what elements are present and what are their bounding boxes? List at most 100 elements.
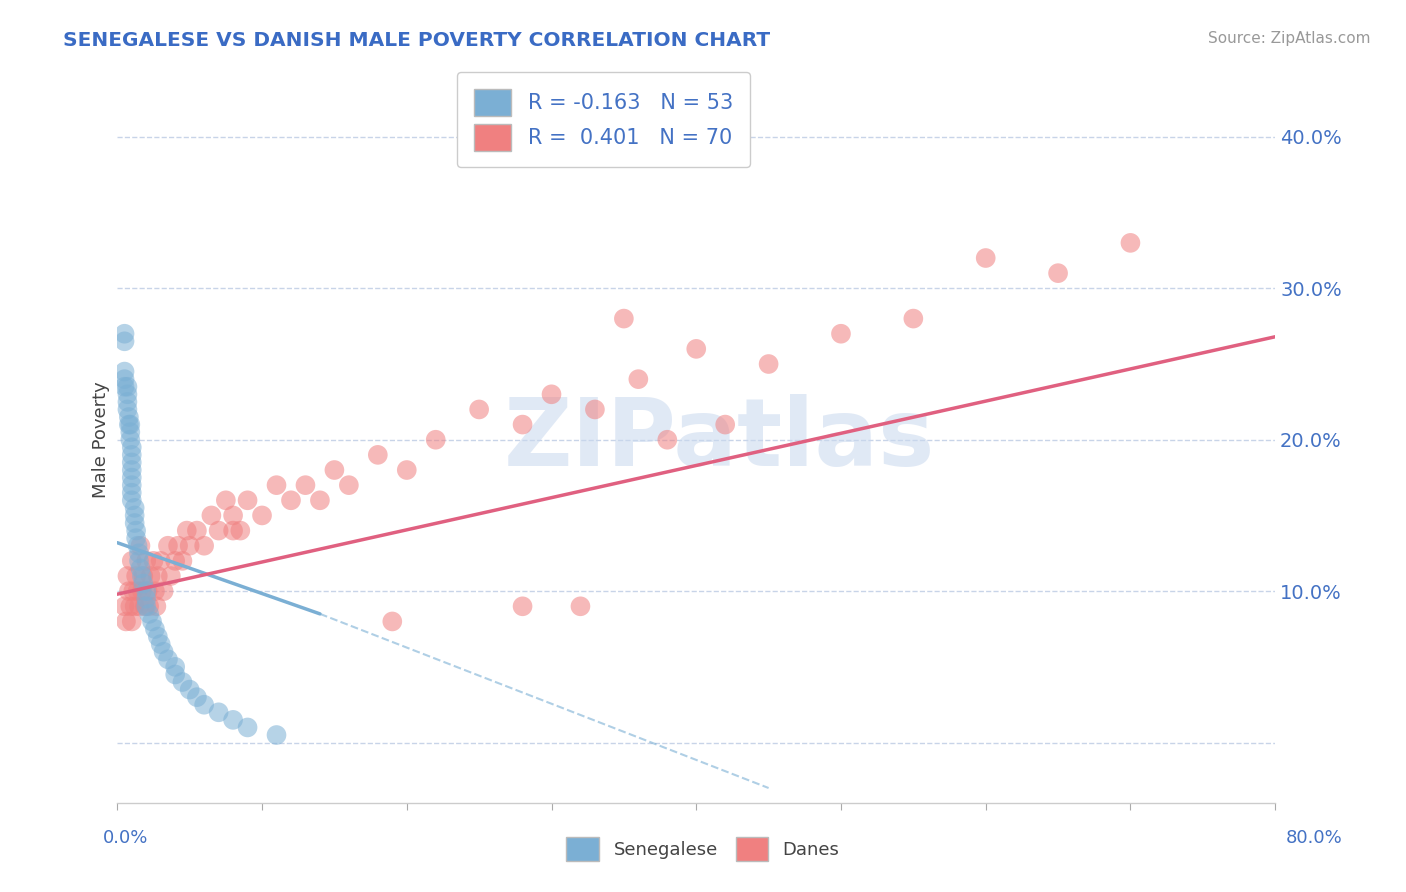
- Point: [125, 531, 148, 545]
- Point: [165, 660, 187, 674]
- Point: [266, 728, 288, 742]
- Point: [657, 433, 679, 447]
- Point: [143, 584, 166, 599]
- Point: [131, 569, 153, 583]
- Point: [136, 584, 159, 599]
- Point: [627, 372, 650, 386]
- Point: [121, 615, 143, 629]
- Point: [156, 652, 179, 666]
- Point: [135, 591, 157, 606]
- Point: [236, 721, 259, 735]
- Point: [121, 455, 143, 469]
- Point: [129, 561, 152, 575]
- Point: [121, 448, 143, 462]
- Point: [250, 508, 273, 523]
- Point: [135, 599, 157, 614]
- Point: [117, 402, 139, 417]
- Point: [193, 539, 215, 553]
- Point: [200, 508, 222, 523]
- Point: [124, 599, 146, 614]
- Point: [121, 485, 143, 500]
- Point: [176, 524, 198, 538]
- Point: [222, 524, 245, 538]
- Point: [381, 615, 404, 629]
- Point: [117, 395, 139, 409]
- Point: [540, 387, 562, 401]
- Point: [143, 622, 166, 636]
- Legend: Senegalese, Danes: Senegalese, Danes: [557, 829, 849, 870]
- Point: [583, 402, 606, 417]
- Point: [179, 682, 201, 697]
- Point: [117, 387, 139, 401]
- Point: [152, 584, 174, 599]
- Point: [128, 546, 150, 560]
- Point: [395, 463, 418, 477]
- Point: [758, 357, 780, 371]
- Point: [142, 554, 165, 568]
- Point: [127, 584, 149, 599]
- Text: Source: ZipAtlas.com: Source: ZipAtlas.com: [1208, 31, 1371, 46]
- Point: [121, 440, 143, 454]
- Point: [124, 508, 146, 523]
- Point: [146, 569, 169, 583]
- Point: [149, 637, 172, 651]
- Point: [132, 576, 155, 591]
- Point: [903, 311, 925, 326]
- Point: [145, 599, 167, 614]
- Point: [207, 706, 229, 720]
- Point: [134, 599, 156, 614]
- Point: [215, 493, 238, 508]
- Point: [974, 251, 997, 265]
- Point: [129, 539, 152, 553]
- Point: [114, 334, 136, 349]
- Legend: R = -0.163   N = 53, R =  0.401   N = 70: R = -0.163 N = 53, R = 0.401 N = 70: [457, 72, 749, 168]
- Point: [1119, 235, 1142, 250]
- Point: [132, 569, 155, 583]
- Point: [114, 326, 136, 341]
- Point: [117, 569, 139, 583]
- Point: [179, 539, 201, 553]
- Y-axis label: Male Poverty: Male Poverty: [93, 382, 110, 498]
- Point: [114, 372, 136, 386]
- Point: [156, 539, 179, 553]
- Point: [128, 554, 150, 568]
- Point: [124, 516, 146, 530]
- Point: [186, 690, 208, 705]
- Point: [160, 569, 183, 583]
- Text: 0.0%: 0.0%: [103, 829, 148, 847]
- Point: [114, 365, 136, 379]
- Point: [512, 417, 534, 432]
- Point: [122, 584, 145, 599]
- Text: ZIPatlas: ZIPatlas: [503, 393, 935, 486]
- Point: [125, 569, 148, 583]
- Point: [193, 698, 215, 712]
- Point: [512, 599, 534, 614]
- Point: [207, 524, 229, 538]
- Point: [830, 326, 852, 341]
- Point: [266, 478, 288, 492]
- Point: [121, 463, 143, 477]
- Point: [114, 599, 136, 614]
- Point: [222, 508, 245, 523]
- Point: [121, 478, 143, 492]
- Point: [127, 539, 149, 553]
- Point: [337, 478, 360, 492]
- Point: [165, 667, 187, 681]
- Point: [613, 311, 636, 326]
- Point: [128, 599, 150, 614]
- Point: [121, 470, 143, 484]
- Point: [569, 599, 592, 614]
- Point: [120, 417, 142, 432]
- Point: [152, 645, 174, 659]
- Point: [323, 463, 346, 477]
- Point: [222, 713, 245, 727]
- Point: [146, 630, 169, 644]
- Point: [138, 599, 160, 614]
- Point: [186, 524, 208, 538]
- Point: [120, 425, 142, 439]
- Point: [121, 554, 143, 568]
- Text: SENEGALESE VS DANISH MALE POVERTY CORRELATION CHART: SENEGALESE VS DANISH MALE POVERTY CORREL…: [63, 31, 770, 50]
- Point: [141, 615, 163, 629]
- Point: [280, 493, 302, 508]
- Text: 80.0%: 80.0%: [1286, 829, 1343, 847]
